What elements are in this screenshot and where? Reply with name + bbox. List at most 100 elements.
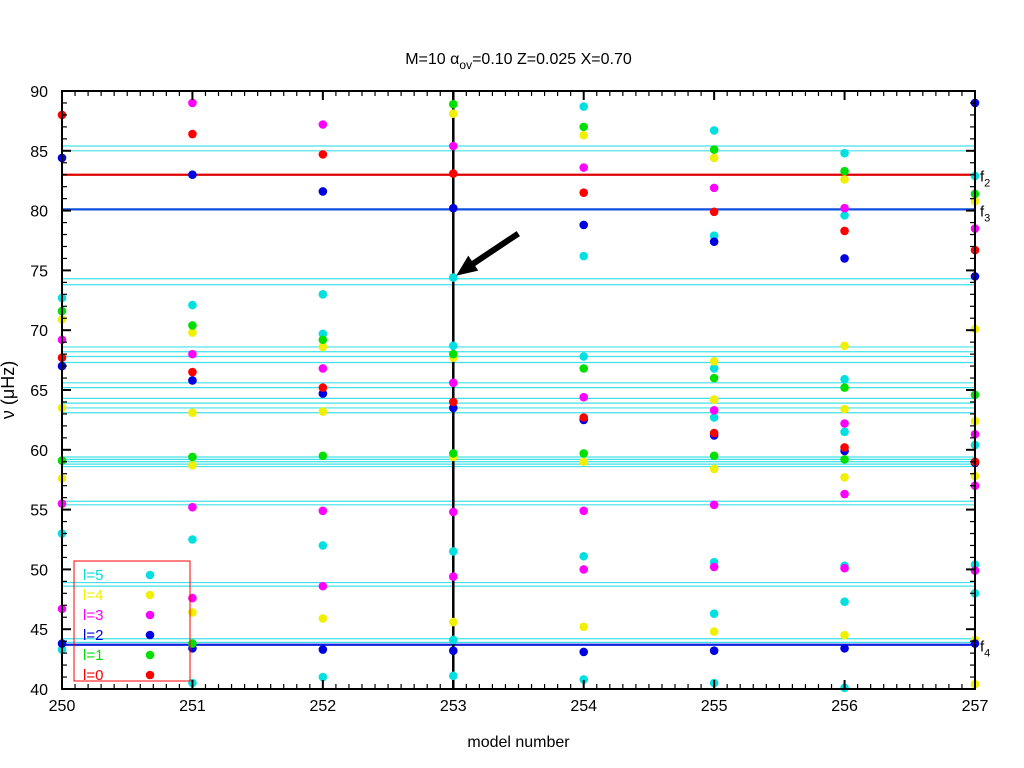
frequency-label: f2 (980, 169, 990, 190)
data-point (318, 335, 328, 345)
data-point (318, 187, 328, 196)
plot-frame (61, 90, 976, 690)
data-point (709, 364, 719, 373)
data-point (448, 349, 458, 359)
plot-border (61, 90, 976, 690)
x-tick-label: 257 (962, 698, 989, 715)
legend-marker (145, 630, 155, 640)
y-tick-label: 40 (30, 682, 48, 699)
axis-labels: M=10 αov=0.10 Z=0.025 X=0.70 model number… (0, 51, 632, 751)
data-point (188, 300, 197, 310)
data-point (709, 237, 719, 246)
x-tick-label: 253 (440, 698, 467, 715)
data-point (318, 290, 328, 299)
data-point (188, 461, 197, 470)
legend-marker (145, 650, 155, 660)
data-point (448, 397, 458, 407)
legend: l=5 l=4 l=3 l=2 l=1 l=0 (73, 560, 191, 684)
data-point (188, 349, 197, 359)
title-rest: =0.10 Z=0.025 X=0.70 (472, 51, 632, 68)
data-point (709, 609, 719, 618)
data-point (318, 342, 328, 352)
data-point (188, 376, 197, 385)
data-point (579, 551, 589, 561)
data-point (840, 175, 849, 184)
data-point (709, 207, 719, 217)
data-point (709, 627, 719, 636)
data-point (318, 364, 328, 373)
data-point (709, 183, 719, 193)
data-point (709, 395, 719, 404)
data-point (840, 455, 849, 464)
data-point (579, 130, 589, 140)
data-point (448, 169, 458, 178)
data-point (840, 630, 849, 640)
data-point (448, 141, 458, 151)
data-point (840, 427, 849, 437)
x-tick-label: 250 (49, 698, 76, 715)
y-tick-label: 60 (30, 443, 48, 460)
data-point (448, 635, 458, 645)
data-point (318, 383, 328, 392)
axis-ticks: 250 251 252 253 254 255 256 257 40 45 50 55 60 65 70 75… (30, 84, 988, 715)
data-point (448, 203, 458, 213)
data-point (448, 341, 458, 351)
data-point (318, 120, 328, 129)
frequency-label-letter: f (980, 639, 985, 656)
data-point (709, 406, 719, 415)
data-point (448, 99, 458, 109)
data-point (840, 383, 849, 392)
data-point (188, 321, 197, 330)
y-tick-label: 45 (30, 622, 48, 639)
data-point (188, 328, 197, 337)
y-tick-label: 65 (30, 383, 48, 400)
data-point (840, 563, 849, 573)
data-point (840, 226, 849, 236)
arrow-head (456, 255, 479, 276)
data-point (318, 329, 328, 339)
data-point (840, 644, 849, 653)
legend-label: l=0 (83, 667, 103, 684)
x-tick-label: 256 (831, 698, 858, 715)
data-point (840, 597, 849, 606)
data-point (448, 378, 458, 388)
data-point (709, 500, 719, 510)
data-point (709, 373, 719, 383)
legend-label: l=5 (83, 567, 103, 584)
data-point (188, 608, 197, 617)
x-axis-label: model number (467, 734, 570, 751)
arrow-shaft (468, 231, 520, 269)
data-point (709, 646, 719, 656)
y-tick-label: 70 (30, 323, 48, 340)
legend-label: l=1 (83, 647, 103, 664)
frequency-label-subscript: 4 (984, 648, 990, 660)
data-point (579, 251, 589, 261)
data-point (579, 364, 589, 373)
legend-marker (145, 590, 155, 600)
y-axis-label-symbol: ν (0, 410, 18, 419)
data-point (188, 535, 197, 544)
arrow-annotation (456, 231, 520, 276)
data-point (579, 188, 589, 197)
data-point (448, 449, 458, 458)
data-point (188, 502, 197, 512)
data-point (448, 507, 458, 517)
data-point (318, 506, 328, 516)
data-point (318, 407, 328, 416)
legend-label: l=2 (83, 627, 103, 644)
title-prefix: M=10 (405, 51, 450, 68)
data-point (318, 541, 328, 550)
data-point (579, 122, 589, 132)
data-point (840, 211, 849, 220)
legend-marker (145, 570, 155, 580)
title-alpha-subscript: ov (459, 58, 472, 72)
data-point (709, 464, 719, 474)
data-point (709, 145, 719, 154)
data-point (840, 473, 849, 482)
data-point (840, 166, 849, 176)
y-axis-label: ν (μHz) (0, 361, 18, 419)
data-points (57, 98, 980, 693)
data-point (448, 572, 458, 581)
